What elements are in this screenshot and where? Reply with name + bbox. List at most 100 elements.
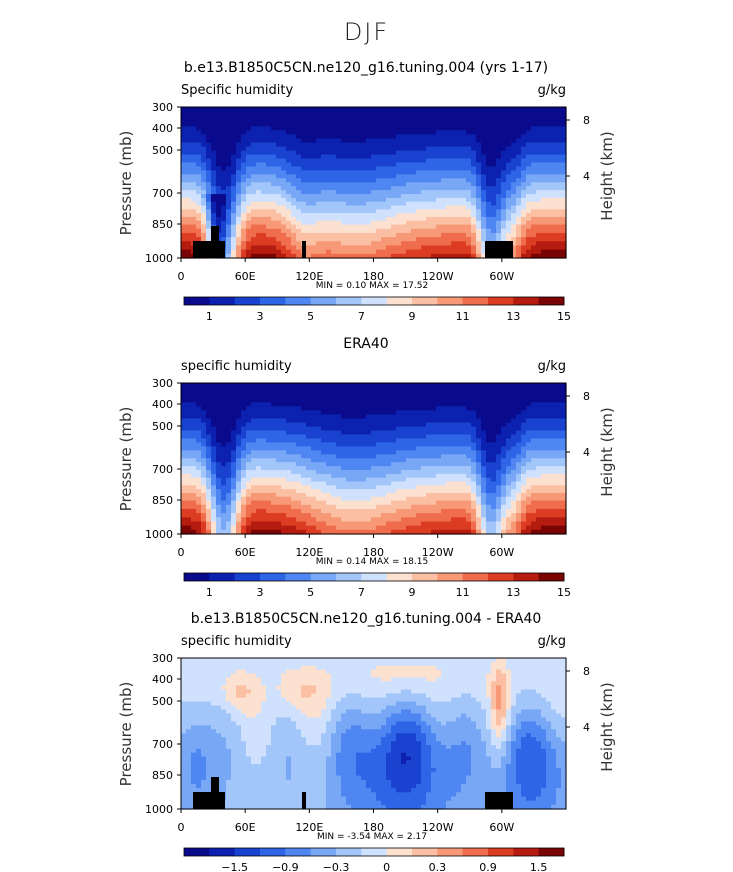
contour-cell bbox=[266, 521, 272, 527]
contour-cell bbox=[411, 249, 417, 255]
contour-cell bbox=[396, 241, 402, 247]
contour-cell bbox=[411, 142, 417, 148]
contour-cell bbox=[231, 442, 237, 447]
contour-cell bbox=[551, 201, 557, 207]
contour-cell bbox=[366, 130, 372, 135]
contour-cell bbox=[426, 521, 432, 527]
contour-cell bbox=[366, 150, 372, 156]
contour-cell bbox=[516, 224, 522, 230]
contour-cell bbox=[321, 166, 327, 171]
contour-cell bbox=[371, 186, 377, 191]
contour-cell bbox=[516, 118, 522, 124]
contour-cell bbox=[411, 220, 417, 226]
contour-cell bbox=[236, 182, 242, 187]
contour-cell bbox=[191, 422, 197, 428]
contour-cell bbox=[461, 170, 467, 175]
contour-cell bbox=[271, 394, 277, 400]
contour-cell bbox=[401, 213, 407, 218]
contour-cell bbox=[376, 228, 382, 234]
contour-cell bbox=[201, 107, 207, 112]
contour-cell bbox=[331, 450, 337, 455]
contour-cell bbox=[541, 138, 547, 144]
contour-cell bbox=[361, 249, 367, 255]
contour-cell bbox=[426, 114, 432, 120]
contour-cell bbox=[366, 194, 372, 199]
contour-cell bbox=[386, 386, 392, 392]
contour-cell bbox=[281, 454, 287, 459]
contour-cell bbox=[221, 466, 227, 471]
contour-cell bbox=[481, 241, 487, 247]
contour-cell bbox=[201, 130, 207, 135]
contour-cell bbox=[326, 154, 332, 160]
contour-cell bbox=[411, 138, 417, 144]
contour-cell bbox=[301, 205, 307, 210]
contour-cell bbox=[296, 410, 302, 416]
contour-cell bbox=[331, 521, 337, 527]
contour-cell bbox=[421, 253, 427, 259]
contour-cell bbox=[351, 500, 357, 506]
contour-cell bbox=[486, 150, 492, 156]
contour-cell bbox=[386, 504, 392, 510]
contour-cell bbox=[301, 190, 307, 195]
contour-cell bbox=[496, 224, 502, 230]
contour-cell bbox=[286, 390, 292, 396]
contour-cell bbox=[506, 174, 512, 179]
contour-cell bbox=[331, 418, 337, 424]
contour-cell bbox=[341, 398, 347, 403]
contour-cell bbox=[431, 529, 437, 535]
contour-cell bbox=[206, 489, 212, 494]
contour-cell bbox=[406, 142, 412, 148]
contour-cell bbox=[266, 158, 272, 164]
contour-cell bbox=[266, 182, 272, 187]
contour-cell bbox=[401, 150, 407, 156]
contour-cell bbox=[501, 118, 507, 124]
contour-cell bbox=[391, 249, 397, 255]
contour-cell bbox=[561, 154, 567, 160]
contour-cell bbox=[226, 442, 232, 447]
contour-cell bbox=[466, 118, 472, 124]
contour-cell bbox=[356, 224, 362, 230]
contour-cell bbox=[181, 504, 187, 510]
contour-cell bbox=[536, 241, 542, 247]
contour-cell bbox=[536, 205, 542, 210]
contour-cell bbox=[396, 130, 402, 135]
contour-cell bbox=[236, 190, 242, 195]
contour-cell bbox=[546, 205, 552, 210]
contour-cell bbox=[266, 220, 272, 226]
contour-cell bbox=[251, 521, 257, 527]
contour-cell bbox=[346, 224, 352, 230]
contour-cell bbox=[326, 466, 332, 471]
contour-cell bbox=[376, 138, 382, 144]
contour-cell bbox=[206, 434, 212, 440]
contour-cell bbox=[391, 406, 397, 411]
contour-cell bbox=[336, 398, 342, 403]
contour-cell bbox=[436, 216, 442, 222]
contour-cell bbox=[436, 521, 442, 527]
contour-cell bbox=[246, 489, 252, 494]
contour-cell bbox=[326, 186, 332, 191]
contour-cell bbox=[266, 224, 272, 230]
contour-cell bbox=[261, 521, 267, 527]
contour-cell bbox=[541, 118, 547, 124]
contour-cell bbox=[401, 146, 407, 152]
contour-cell bbox=[451, 232, 457, 238]
contour-cell bbox=[536, 178, 542, 183]
contour-cell bbox=[441, 224, 447, 230]
contour-cell bbox=[331, 477, 337, 483]
contour-cell bbox=[231, 182, 237, 187]
contour-cell bbox=[306, 237, 312, 242]
contour-cell bbox=[526, 150, 532, 156]
contour-cell bbox=[491, 118, 497, 124]
contour-cell bbox=[436, 110, 442, 116]
contour-cell bbox=[266, 450, 272, 455]
contour-cell bbox=[351, 186, 357, 191]
contour-cell bbox=[196, 434, 202, 440]
contour-cell bbox=[196, 492, 202, 498]
contour-cell bbox=[466, 107, 472, 112]
contour-cell bbox=[206, 170, 212, 175]
contour-cell bbox=[496, 228, 502, 234]
contour-cell bbox=[386, 182, 392, 187]
contour-cell bbox=[526, 205, 532, 210]
contour-cell bbox=[181, 228, 187, 234]
contour-cell bbox=[326, 426, 332, 432]
